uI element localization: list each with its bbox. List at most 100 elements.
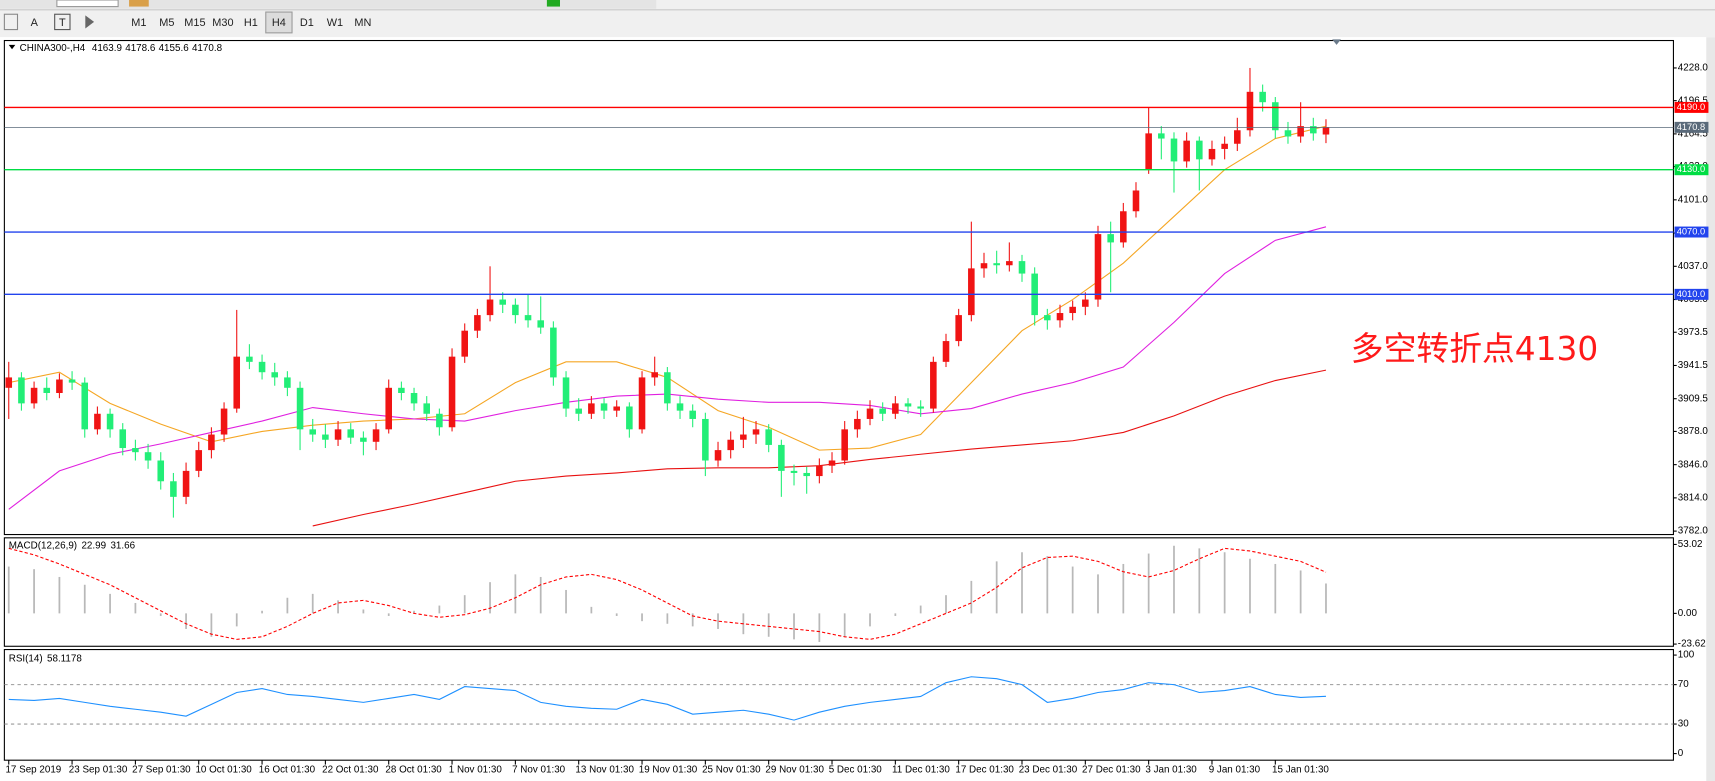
candle-body [30,387,38,404]
candle-body [841,429,848,461]
candle-body [638,377,646,430]
x-tick-label: 17 Dec 01:30 [955,765,1014,776]
x-tick-label: 7 Nov 01:30 [512,765,566,776]
level-label: 4070.0 [1677,226,1705,236]
candle-body [626,406,633,430]
candle-body [1259,91,1266,103]
toolbar-dropdown[interactable] [56,0,119,8]
timeframe-button[interactable]: D1 [300,17,314,29]
y-tick-label: 4101.0 [1678,194,1709,205]
macd-signal [8,547,1327,640]
candle-body [765,429,772,445]
candle-body [854,418,861,430]
timeframe-button[interactable]: M5 [159,17,174,29]
active-timeframe [265,11,293,34]
candle-body [588,403,595,414]
chart-window [0,37,1707,781]
candle-body [436,413,443,428]
y-tick-label: 0 [1678,748,1684,759]
candle-body [81,382,89,430]
y-tick-label: 3782.0 [1678,526,1709,537]
candle-body [182,470,190,497]
timeframe-button[interactable]: M1 [131,17,146,29]
candle-body [398,387,405,393]
timeframe-button[interactable]: MN [354,17,371,29]
current-value: 22.99 [81,540,106,551]
x-tick-label: 29 Nov 01:30 [765,765,824,776]
toolbar-icon[interactable] [3,13,19,31]
candle-body [892,403,899,414]
candle-body [1183,140,1190,162]
candle-body [1322,127,1330,135]
candle-body [676,403,684,411]
timeframe-button[interactable]: W1 [327,17,343,29]
header-value: 4155.6 [159,43,190,54]
chart-header: CHINA300-,H4 4163.9 4178.6 4155.6 4170.8 [20,43,223,54]
timeframe-button[interactable]: H1 [244,17,258,29]
pane-title-part: RSI(14) [9,653,43,664]
candle-body [119,429,127,449]
y-tick-label: 30 [1678,719,1689,730]
level-label-box [1674,121,1709,133]
candle-body [727,439,734,451]
candle-body [600,403,608,411]
candle-body [1158,133,1165,139]
y-tick-label: 3909.5 [1678,393,1709,404]
pane-title-part: MACD(12,26,9) [9,540,77,551]
candle-body [271,372,279,378]
header-value: 4178.6 [125,43,156,54]
x-tick-label: 23 Sep 01:30 [69,765,128,776]
arrow-tool-icon[interactable] [85,15,95,29]
candle-body [43,387,51,393]
tool-label: A [31,17,39,29]
candle-body [512,304,519,316]
candle-body [1094,234,1102,300]
candle-body [157,460,165,482]
x-tick-label: 10 Oct 01:30 [195,765,252,776]
toolbar-icon[interactable] [546,0,560,7]
y-tick-label: 0.00 [1678,608,1698,619]
candle-body [1018,261,1026,274]
candle-body [1120,211,1127,243]
x-tick-label: 27 Sep 01:30 [132,765,191,776]
timeframe-button[interactable]: M30 [212,17,233,29]
x-tick-label: 1 Nov 01:30 [449,765,503,776]
candle-body [537,320,544,328]
candle-body [689,410,696,419]
y-tick-label: 4196.5 [1678,95,1709,106]
y-tick-label: 53.02 [1678,539,1703,550]
rsi-line [8,676,1326,721]
candle-body [258,361,266,373]
candle-body [334,429,342,440]
toolbar-top-row [0,0,657,9]
y-tick-label: 3814.0 [1678,492,1709,503]
candle-body [917,406,924,409]
candle-body [1284,130,1292,137]
y-tick-label: 70 [1678,679,1689,690]
timeframe-button[interactable]: M15 [184,17,205,29]
rsi-pane-frame [3,649,1674,761]
text-tool-glyph: T [59,17,66,29]
x-tick-label: 23 Dec 01:30 [1019,765,1078,776]
candle-body [866,408,874,419]
candle-body [246,356,253,362]
candle-body [562,377,570,409]
macd-pane-frame [3,537,1674,647]
candle-body [499,299,506,305]
pane-title: RSI(14) 58.1178 [9,653,83,664]
candle-body [664,372,671,404]
level-label: 4190.0 [1677,102,1705,112]
candle-body [132,448,139,453]
main-pane-frame [3,39,1674,536]
toolbar-icon[interactable] [129,0,149,7]
text-tool-icon[interactable] [54,13,71,31]
annotation: 多空转折点4130 [1351,330,1599,368]
timeframe-button[interactable]: H4 [272,17,286,29]
candle-body [524,315,532,321]
x-tick-label: 16 Oct 01:30 [259,765,316,776]
x-tick-label: 13 Nov 01:30 [575,765,634,776]
level-label-box [1674,226,1709,238]
level-label-box [1674,288,1709,300]
candle-body [195,450,203,471]
candle-body [790,470,798,473]
